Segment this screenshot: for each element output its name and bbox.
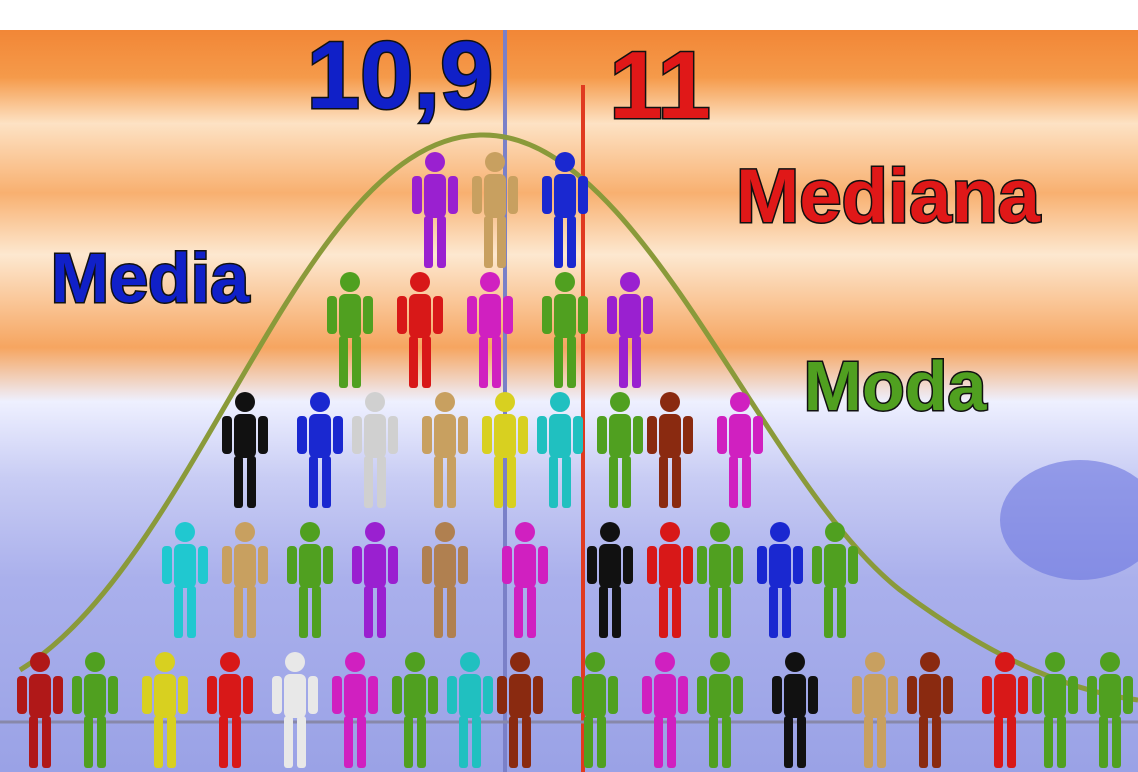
mean-value: 10,9: [307, 22, 494, 129]
mean-label: Media: [51, 239, 250, 317]
blob: [1000, 460, 1138, 580]
mode-label: Moda: [804, 347, 988, 425]
median-label: Mediana: [736, 154, 1041, 239]
top-border: [0, 0, 1138, 30]
bell-curve: [18, 132, 1138, 703]
median-value: 11: [609, 32, 710, 139]
